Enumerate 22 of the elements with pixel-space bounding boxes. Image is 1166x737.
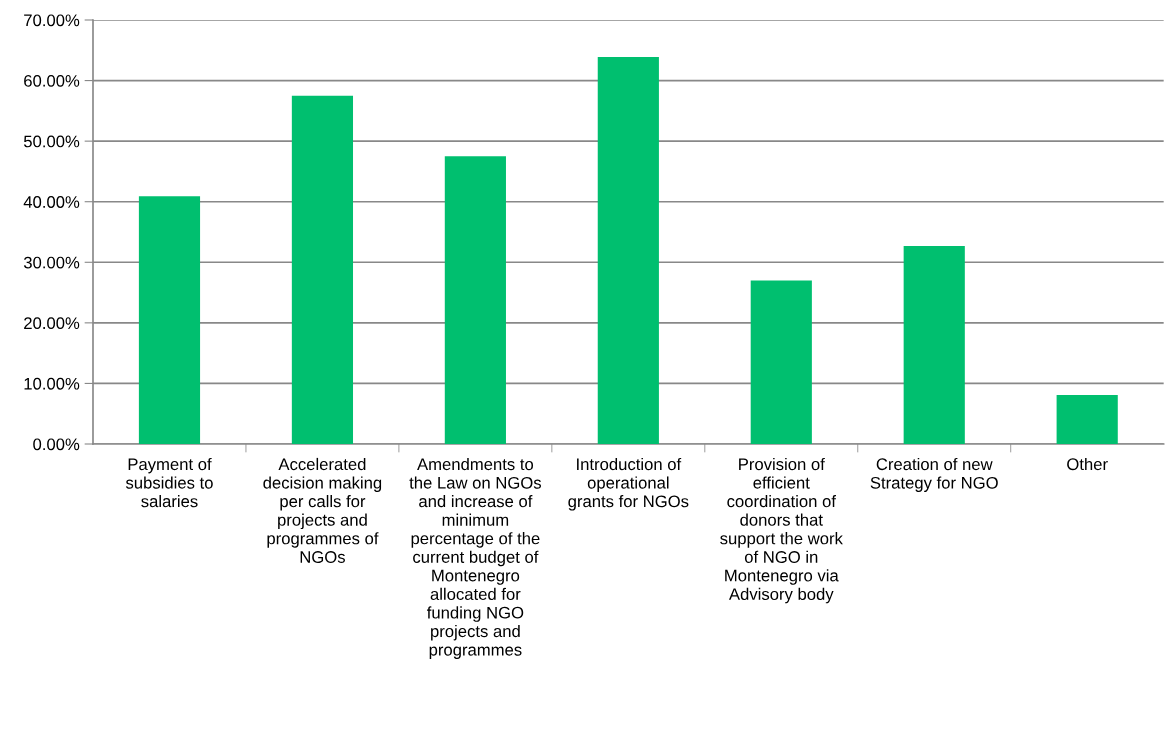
bar: [138, 196, 201, 444]
category-label: Amendments to the Law on NGOs and increase of minimum percentage of the current budget of Montenegro allocated for funding NGO projects and programmes: [409, 457, 542, 659]
x-tick-label: Creation of new Strategy for NGO: [870, 457, 998, 492]
x-tick-label: Payment of subsidies to salaries: [125, 457, 213, 508]
y-tick-label: 10.00%: [24, 377, 80, 390]
y-tick-label: 40.00%: [23, 196, 80, 208]
y-tick-label: 30.00%: [23, 256, 80, 269]
x-tick-label: Provision of efficient coordination of donors that support the work of NGO in Montenegro via Advisory body: [720, 457, 843, 604]
bar: [597, 56, 659, 444]
x-tick-label: Introduction of operational grants for NGOs: [568, 457, 689, 511]
y-tick-label: 50.00%: [23, 135, 80, 148]
y-tick-label: 20.00%: [24, 317, 80, 330]
y-tick-label: 0.00%: [33, 438, 80, 451]
x-tick-label: Other: [1067, 457, 1108, 471]
y-tick-label: 60.00%: [24, 74, 80, 87]
bar: [291, 95, 354, 444]
bar: [444, 156, 506, 444]
bar: [903, 245, 965, 444]
bar: [750, 280, 812, 444]
y-tick-label: 70.00%: [24, 14, 80, 27]
bar: [1056, 394, 1118, 444]
x-tick-label: Accelerated decision making per calls for projects and programmes of NGOs: [263, 457, 382, 563]
